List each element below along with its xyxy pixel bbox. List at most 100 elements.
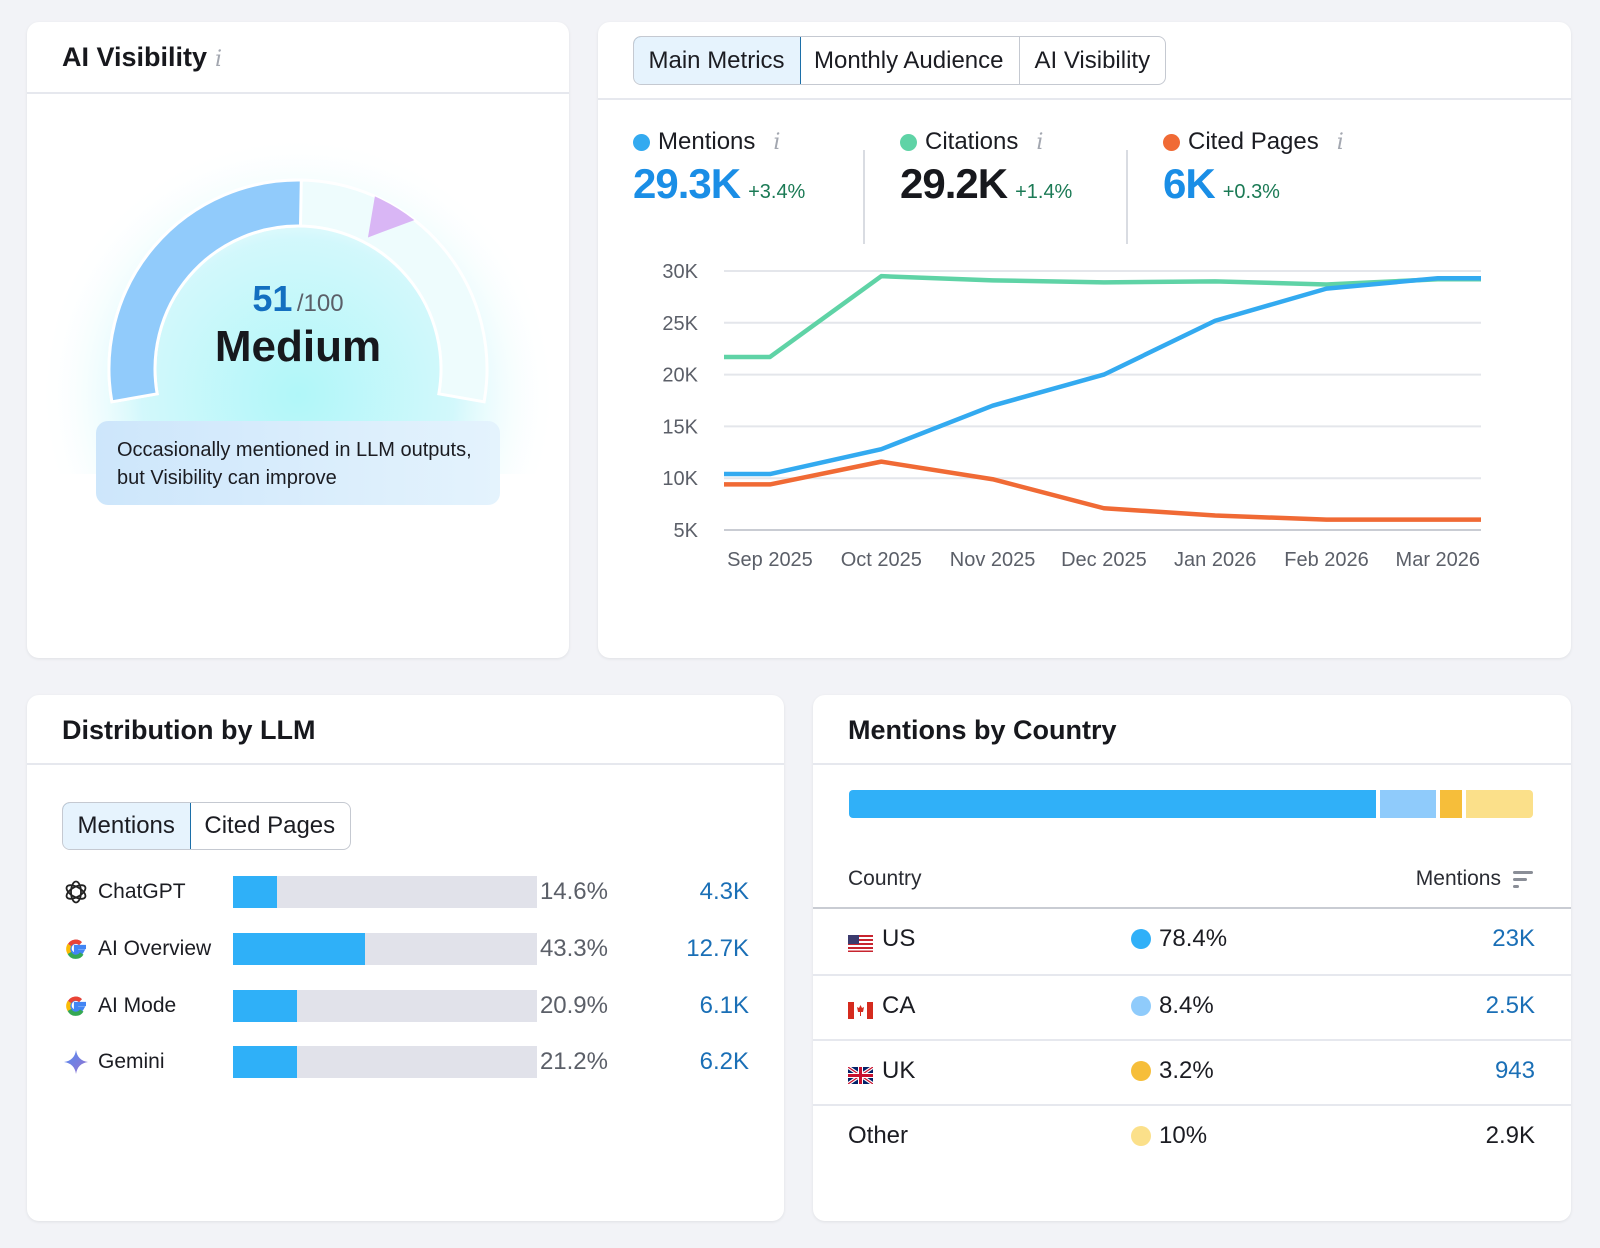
stat-label: Mentions i	[633, 128, 805, 156]
card-title: AI Visibility i	[62, 42, 223, 72]
visibility-description: Occasionally mentioned in LLM outputs, b…	[96, 421, 500, 505]
score-max: /100	[296, 290, 344, 317]
tab-mentions[interactable]: Mentions	[63, 803, 191, 849]
sort-icon[interactable]	[1511, 869, 1535, 889]
card-header: Distribution by LLM	[27, 695, 784, 765]
x-tick-label: Dec 2025	[1061, 549, 1147, 571]
country-row[interactable]: UK 3.2% 943	[813, 1039, 1571, 1104]
country-card: Mentions by Country Country Mentions US 7…	[813, 695, 1571, 1221]
legend-dot-icon	[900, 133, 917, 151]
stat-label: Cited Pages i	[1163, 128, 1344, 156]
llm-row: AI Overview 43.3% 12.7K	[62, 932, 749, 966]
color-dot-icon	[1131, 1061, 1151, 1081]
stat-value: 6K +0.3%	[1163, 160, 1344, 208]
legend-dot-icon	[633, 133, 650, 151]
google-icon	[62, 992, 90, 1020]
us-flag-icon	[848, 931, 873, 952]
llm-distribution-card: Distribution by LLM Mentions Cited Pages…	[27, 695, 784, 1221]
llm-name-text: Gemini	[98, 1050, 165, 1073]
stat-citations: Citations i 29.2K +1.4%	[900, 128, 1072, 208]
stat-value-text: 6K	[1163, 160, 1216, 207]
y-tick-label: 10K	[662, 468, 698, 490]
llm-percent: 21.2%	[539, 1048, 608, 1075]
country-percent: 10%	[1131, 1122, 1207, 1150]
visibility-gauge	[38, 109, 558, 474]
llm-name: AI Overview	[62, 935, 232, 963]
country-name-text: US	[882, 925, 916, 952]
card-header: Main Metrics Monthly Audience AI Visibil…	[598, 22, 1571, 100]
stack-segment-ca	[1379, 790, 1437, 818]
llm-value[interactable]: 6.1K	[699, 992, 749, 1019]
series-line-cited-pages	[724, 459, 1481, 522]
llm-name: AI Mode	[62, 992, 232, 1020]
tab-monthly-audience[interactable]: Monthly Audience	[799, 37, 1020, 84]
llm-row: AI Mode 20.9% 6.1K	[62, 989, 749, 1023]
color-dot-icon	[1131, 996, 1151, 1016]
country-name-text: UK	[882, 1057, 916, 1084]
stat-change: +0.3%	[1222, 181, 1280, 203]
stat-value-text: 29.2K	[900, 160, 1008, 207]
llm-value[interactable]: 12.7K	[686, 935, 749, 962]
uk-flag-icon	[847, 1063, 874, 1085]
stack-segment-us	[849, 790, 1376, 818]
y-tick-label: 20K	[662, 365, 698, 387]
llm-share-fill	[233, 876, 278, 908]
country-name: Other	[848, 1122, 908, 1150]
llm-name: Gemini	[62, 1048, 232, 1076]
score-value: 51	[252, 278, 293, 319]
llm-value[interactable]: 6.2K	[699, 1048, 749, 1075]
y-tick-label: 5K	[674, 520, 699, 542]
y-tick-label: 25K	[662, 313, 698, 335]
llm-name-text: ChatGPT	[98, 880, 186, 903]
x-tick-label: Oct 2025	[841, 549, 922, 571]
score: 51 /100	[27, 278, 569, 320]
country-value: 2.9K	[1485, 1122, 1535, 1149]
y-tick-label: 30K	[662, 261, 698, 283]
tab-cited-pages[interactable]: Cited Pages	[204, 812, 336, 839]
divider	[1126, 150, 1128, 244]
llm-percent: 14.6%	[539, 878, 608, 905]
info-icon[interactable]: i	[1336, 129, 1344, 155]
country-value[interactable]: 2.5K	[1485, 992, 1535, 1019]
stat-mentions: Mentions i 29.3K +3.4%	[633, 128, 805, 208]
country-value[interactable]: 943	[1494, 1057, 1535, 1084]
x-tick-label: Feb 2026	[1284, 549, 1369, 571]
x-tick-label: Nov 2025	[950, 549, 1036, 571]
color-dot-icon	[1131, 929, 1151, 949]
x-tick-label: Sep 2025	[727, 549, 813, 571]
x-tick-label: Mar 2026	[1396, 549, 1481, 571]
llm-row: ChatGPT 14.6% 4.3K	[62, 875, 749, 909]
divider	[863, 150, 865, 244]
country-name: CA	[848, 992, 915, 1020]
stat-change: +3.4%	[748, 181, 806, 203]
stat-value: 29.2K +1.4%	[900, 160, 1072, 208]
column-country[interactable]: Country	[848, 867, 922, 890]
tab-ai-visibility[interactable]: AI Visibility	[1034, 46, 1151, 74]
country-row[interactable]: Other 10% 2.9K	[813, 1104, 1571, 1169]
country-value[interactable]: 23K	[1492, 925, 1535, 952]
llm-share-fill	[233, 1046, 298, 1078]
country-percent: 8.4%	[1131, 992, 1214, 1020]
stat-cited-pages: Cited Pages i 6K +0.3%	[1163, 128, 1344, 208]
card-header: AI Visibility i	[27, 22, 569, 94]
country-percent: 78.4%	[1131, 925, 1227, 953]
info-icon[interactable]: i	[1036, 129, 1044, 155]
llm-value[interactable]: 4.3K	[699, 878, 749, 905]
stat-label-text: Citations	[925, 128, 1019, 155]
tab-main-metrics[interactable]: Main Metrics	[634, 37, 801, 84]
country-row[interactable]: US 78.4% 23K	[813, 909, 1571, 974]
country-name-text: Other	[848, 1122, 909, 1149]
info-icon[interactable]: i	[215, 47, 223, 72]
llm-share-bar	[233, 990, 537, 1022]
llm-name-text: AI Mode	[98, 994, 177, 1017]
country-percent-text: 8.4%	[1159, 992, 1214, 1019]
stat-label-text: Mentions	[658, 128, 756, 155]
info-icon[interactable]: i	[773, 129, 781, 155]
column-mentions[interactable]: Mentions	[1416, 867, 1535, 891]
llm-share-fill	[233, 990, 297, 1022]
country-row[interactable]: CA 8.4% 2.5K	[813, 974, 1571, 1039]
score-level: Medium	[214, 322, 382, 371]
card-title: Distribution by LLM	[62, 715, 316, 745]
ca-flag-icon	[848, 998, 873, 1019]
gauge-fill	[107, 178, 303, 404]
